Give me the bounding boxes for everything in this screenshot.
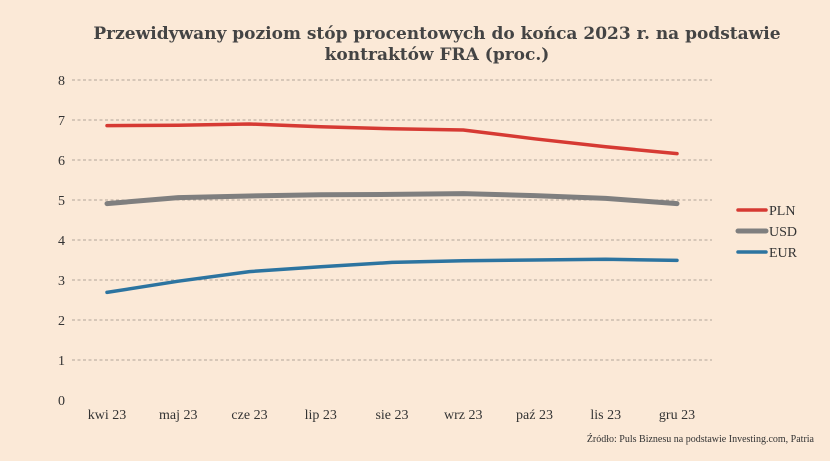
x-tick-label: kwi 23: [88, 408, 127, 423]
data-point-pln: [676, 152, 678, 155]
legend-label-pln: PLN: [769, 204, 795, 219]
data-point-pln: [604, 145, 607, 148]
data-point-pln: [177, 124, 180, 127]
x-tick-label: paź 23: [516, 408, 553, 423]
x-axis-ticks: kwi 23 maj 23 cze 23 lip 23 sie 23 wrz 23 paź …: [88, 408, 695, 423]
x-tick-label: cze 23: [231, 408, 267, 423]
y-tick-label: 7: [58, 114, 65, 129]
y-tick-label: 6: [58, 154, 65, 169]
data-point-eur: [604, 258, 607, 261]
chart-title-line-1: Przewidywany poziom stóp procentowych do…: [93, 24, 780, 44]
y-tick-label: 2: [58, 314, 65, 329]
data-point-usd: [177, 196, 180, 199]
x-tick-label: sie 23: [375, 408, 408, 423]
data-point-eur: [248, 270, 251, 273]
y-axis-ticks: 0 1 2 3 4 5 6 7 8: [58, 74, 65, 409]
source-note: Źródło: Puls Biznesu na podstawie Invest…: [587, 433, 815, 445]
data-point-eur: [106, 291, 108, 294]
data-point-usd: [462, 192, 465, 195]
data-point-eur: [462, 259, 465, 262]
data-point-eur: [391, 261, 393, 264]
data-point-usd: [533, 194, 536, 197]
data-point-pln: [248, 123, 251, 125]
data-point-pln: [319, 125, 322, 128]
y-tick-label: 5: [58, 194, 65, 209]
x-tick-label: lip 23: [305, 408, 337, 423]
chart-title-line-2: kontraktów FRA (proc.): [325, 45, 550, 65]
y-tick-label: 4: [58, 234, 65, 249]
data-point-usd: [604, 197, 607, 200]
data-point-usd: [676, 202, 678, 205]
data-point-eur: [533, 259, 536, 261]
y-tick-label: 8: [58, 74, 65, 89]
x-tick-label: lis 23: [590, 408, 621, 423]
data-point-eur: [177, 280, 180, 283]
data-point-pln: [106, 124, 108, 127]
data-point-usd: [106, 202, 108, 205]
x-tick-label: maj 23: [159, 408, 198, 423]
y-tick-label: 1: [58, 354, 65, 369]
series-lines: [104, 122, 680, 295]
legend-label-usd: USD: [769, 225, 797, 240]
y-tick-label: 3: [58, 274, 65, 289]
data-point-usd: [248, 195, 251, 197]
data-point-eur: [319, 265, 322, 268]
gridlines: [72, 79, 712, 361]
data-point-eur: [676, 259, 678, 262]
x-tick-label: gru 23: [659, 408, 695, 423]
data-point-pln: [391, 127, 393, 130]
legend-label-eur: EUR: [769, 246, 798, 261]
data-point-pln: [533, 137, 536, 140]
data-point-usd: [391, 193, 393, 196]
y-tick-label: 0: [58, 394, 65, 409]
data-point-usd: [319, 193, 322, 196]
series-line-eur: [105, 257, 679, 295]
legend: PLN USD EUR: [735, 204, 798, 261]
data-point-pln: [462, 129, 465, 131]
x-tick-label: wrz 23: [444, 408, 483, 423]
